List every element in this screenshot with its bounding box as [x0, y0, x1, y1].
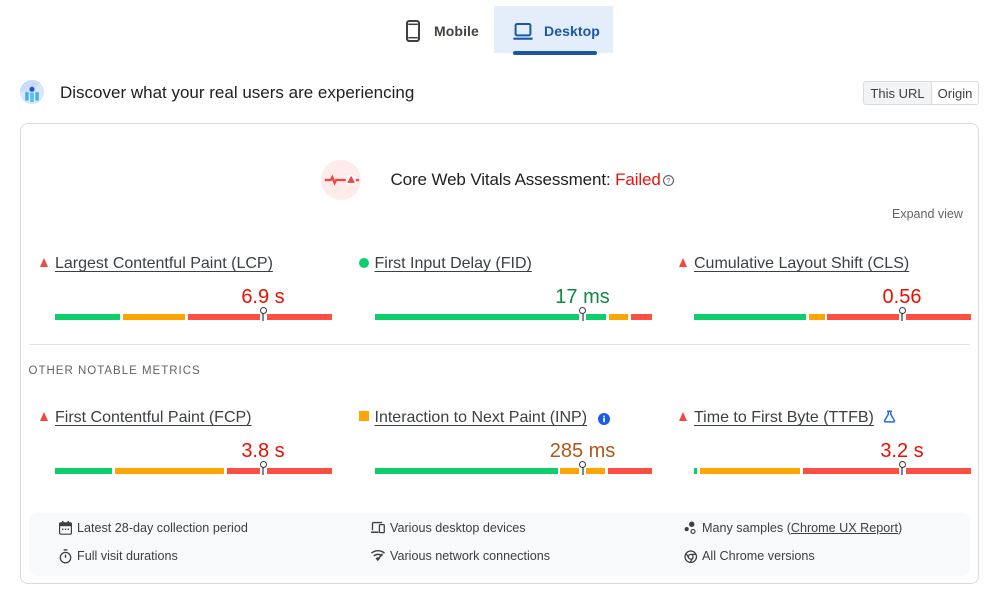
svg-text:?: ? [666, 176, 670, 185]
